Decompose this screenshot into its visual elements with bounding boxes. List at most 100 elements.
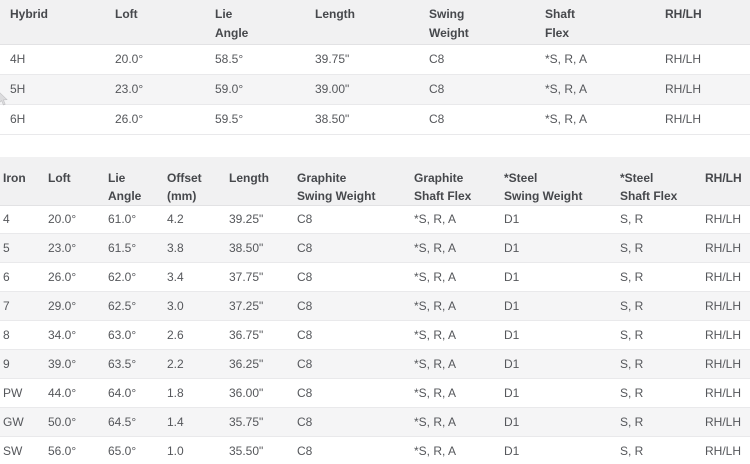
iron-club-cell: 8 (0, 320, 45, 350)
col-header-shaft-flex: Shaft Flex (535, 0, 655, 45)
table-row: 4H 20.0° 58.5° 39.75" C8 *S, R, A RH/LH (0, 44, 750, 75)
iron-spec-table: Iron Loft Lie Angle Offset (mm) Length G… (0, 156, 750, 464)
iron-graphite-shaft-flex-cell: *S, R, A (411, 205, 501, 235)
hybrid-club-cell: 5H (0, 74, 105, 105)
iron-length-cell: 39.25" (226, 205, 294, 235)
iron-loft-cell: 34.0° (45, 320, 105, 350)
iron-steel-shaft-flex-cell: S, R (617, 291, 702, 322)
col-header-steel-shaft-flex: *Steel Shaft Flex (617, 156, 702, 206)
hybrid-swing-weight-cell: C8 (419, 104, 535, 135)
iron-graphite-swing-weight-cell: C8 (294, 436, 411, 464)
iron-graphite-swing-weight-cell: C8 (294, 378, 411, 408)
iron-steel-shaft-flex-cell: S, R (617, 205, 702, 235)
iron-steel-swing-weight-cell: D1 (501, 205, 617, 235)
iron-offset-cell: 2.2 (164, 349, 226, 379)
iron-graphite-shaft-flex-cell: *S, R, A (411, 436, 501, 464)
hybrid-lie-angle-cell: 59.5° (205, 104, 305, 135)
col-header-length: Length (226, 156, 294, 206)
hybrid-rhlh-cell: RH/LH (655, 104, 750, 135)
iron-lie-angle-cell: 61.5° (105, 233, 164, 264)
iron-steel-shaft-flex-cell: S, R (617, 233, 702, 264)
hybrid-lie-angle-cell: 58.5° (205, 44, 305, 75)
iron-rhlh-cell: RH/LH (702, 407, 750, 437)
table-row: PW 44.0° 64.0° 1.8 36.00" C8 *S, R, A D1… (0, 378, 750, 408)
hybrid-loft-cell: 23.0° (105, 74, 205, 105)
hybrid-club-cell: 4H (0, 44, 105, 75)
iron-lie-angle-cell: 61.0° (105, 205, 164, 235)
table-row: GW 50.0° 64.5° 1.4 35.75" C8 *S, R, A D1… (0, 407, 750, 437)
iron-rhlh-cell: RH/LH (702, 349, 750, 379)
iron-club-cell: 5 (0, 233, 45, 264)
iron-steel-swing-weight-cell: D1 (501, 378, 617, 408)
col-header-loft: Loft (105, 0, 205, 45)
iron-steel-shaft-flex-cell: S, R (617, 407, 702, 437)
table-row: 6H 26.0° 59.5° 38.50" C8 *S, R, A RH/LH (0, 104, 750, 135)
iron-graphite-shaft-flex-cell: *S, R, A (411, 233, 501, 264)
iron-lie-angle-cell: 62.5° (105, 291, 164, 322)
iron-offset-cell: 1.4 (164, 407, 226, 437)
iron-rhlh-cell: RH/LH (702, 205, 750, 235)
iron-graphite-shaft-flex-cell: *S, R, A (411, 320, 501, 350)
iron-steel-swing-weight-cell: D1 (501, 291, 617, 322)
hybrid-rhlh-cell: RH/LH (655, 44, 750, 75)
col-header-graphite-shaft-flex: Graphite Shaft Flex (411, 156, 501, 206)
iron-offset-cell: 2.6 (164, 320, 226, 350)
iron-length-cell: 35.75" (226, 407, 294, 437)
table-row: 5H 23.0° 59.0° 39.00" C8 *S, R, A RH/LH (0, 74, 750, 105)
iron-lie-angle-cell: 64.0° (105, 378, 164, 408)
iron-graphite-shaft-flex-cell: *S, R, A (411, 349, 501, 379)
iron-graphite-swing-weight-cell: C8 (294, 205, 411, 235)
table-row: SW 56.0° 65.0° 1.0 35.50" C8 *S, R, A D1… (0, 436, 750, 464)
iron-graphite-swing-weight-cell: C8 (294, 262, 411, 293)
iron-loft-cell: 56.0° (45, 436, 105, 464)
iron-steel-swing-weight-cell: D1 (501, 262, 617, 293)
iron-length-cell: 36.75" (226, 320, 294, 350)
col-header-loft: Loft (45, 156, 105, 206)
col-header-iron: Iron (0, 156, 45, 206)
iron-loft-cell: 39.0° (45, 349, 105, 379)
col-header-steel-swing-weight: *Steel Swing Weight (501, 156, 617, 206)
iron-steel-swing-weight-cell: D1 (501, 233, 617, 264)
iron-header-row: Iron Loft Lie Angle Offset (mm) Length G… (0, 156, 750, 206)
iron-graphite-shaft-flex-cell: *S, R, A (411, 262, 501, 293)
col-header-length: Length (305, 0, 419, 45)
iron-lie-angle-cell: 62.0° (105, 262, 164, 293)
iron-steel-swing-weight-cell: D1 (501, 349, 617, 379)
iron-rhlh-cell: RH/LH (702, 320, 750, 350)
iron-club-cell: PW (0, 378, 45, 408)
table-row: 8 34.0° 63.0° 2.6 36.75" C8 *S, R, A D1 … (0, 320, 750, 350)
hybrid-swing-weight-cell: C8 (419, 74, 535, 105)
iron-lie-angle-cell: 65.0° (105, 436, 164, 464)
hybrid-loft-cell: 20.0° (105, 44, 205, 75)
iron-steel-swing-weight-cell: D1 (501, 320, 617, 350)
iron-offset-cell: 1.8 (164, 378, 226, 408)
iron-loft-cell: 26.0° (45, 262, 105, 293)
iron-steel-swing-weight-cell: D1 (501, 407, 617, 437)
iron-length-cell: 37.25" (226, 291, 294, 322)
table-row: 6 26.0° 62.0° 3.4 37.75" C8 *S, R, A D1 … (0, 262, 750, 293)
iron-offset-cell: 3.4 (164, 262, 226, 293)
iron-lie-angle-cell: 64.5° (105, 407, 164, 437)
iron-offset-cell: 4.2 (164, 205, 226, 235)
col-header-offset: Offset (mm) (164, 156, 226, 206)
iron-graphite-swing-weight-cell: C8 (294, 320, 411, 350)
hybrid-spec-table: Hybrid Loft Lie Angle Length Swing Weigh… (0, 0, 750, 135)
iron-length-cell: 38.50" (226, 233, 294, 264)
iron-loft-cell: 50.0° (45, 407, 105, 437)
iron-loft-cell: 20.0° (45, 205, 105, 235)
hybrid-rhlh-cell: RH/LH (655, 74, 750, 105)
iron-graphite-swing-weight-cell: C8 (294, 291, 411, 322)
iron-steel-swing-weight-cell: D1 (501, 436, 617, 464)
iron-lie-angle-cell: 63.5° (105, 349, 164, 379)
hybrid-shaft-flex-cell: *S, R, A (535, 104, 655, 135)
iron-steel-shaft-flex-cell: S, R (617, 378, 702, 408)
hybrid-length-cell: 38.50" (305, 104, 419, 135)
iron-club-cell: 4 (0, 205, 45, 235)
iron-rhlh-cell: RH/LH (702, 378, 750, 408)
table-row: 9 39.0° 63.5° 2.2 36.25" C8 *S, R, A D1 … (0, 349, 750, 379)
iron-club-cell: GW (0, 407, 45, 437)
iron-lie-angle-cell: 63.0° (105, 320, 164, 350)
col-header-swing-weight: Swing Weight (419, 0, 535, 45)
hybrid-club-cell: 6H (0, 104, 105, 135)
